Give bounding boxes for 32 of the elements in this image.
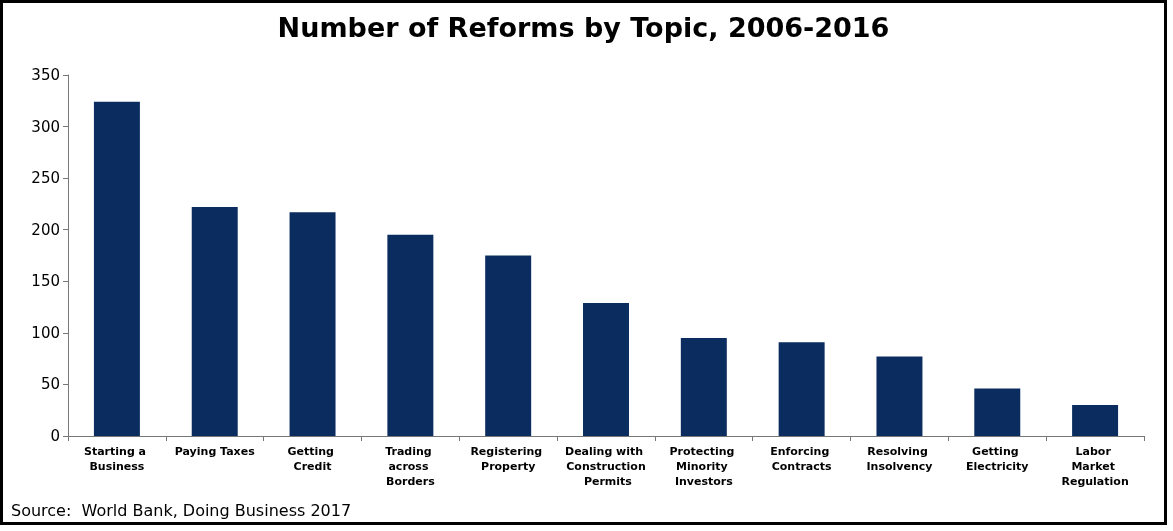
bar [876, 356, 923, 436]
x-tick-label: Paying Taxes [174, 445, 256, 458]
bar [974, 388, 1021, 436]
x-tick-label: Protecting Minority Investors [669, 445, 739, 488]
x-tick-label: Getting Credit [287, 445, 338, 473]
x-tick-label: Starting a Business [83, 445, 150, 473]
bar [1072, 405, 1119, 436]
x-tick-label: Labor Market Regulation [1061, 445, 1129, 488]
y-tick-label: 50 [40, 375, 60, 394]
x-tick-label: Trading across Borders [385, 445, 436, 488]
x-tick-label: Dealing with Construction Permits [565, 445, 647, 488]
chart-title: Number of Reforms by Topic, 2006-2016 [277, 12, 890, 43]
bar [485, 255, 532, 436]
bar [289, 212, 336, 436]
y-tick-label: 150 [31, 272, 60, 291]
bar [191, 207, 238, 436]
x-tick-label: Getting Electricity [966, 445, 1029, 473]
x-tick-label: Resolving Insolvency [866, 445, 933, 473]
x-tick-label: Enforcing Contracts [770, 445, 834, 473]
bar [93, 101, 140, 436]
y-tick-label: 350 [31, 66, 60, 84]
y-tick-label: 250 [31, 169, 60, 188]
y-tick-label: 200 [31, 220, 60, 239]
x-tick-label: Registering Property [470, 445, 546, 473]
y-tick-label: 0 [50, 427, 60, 445]
bar [778, 342, 825, 436]
source-note: Source: World Bank, Doing Business 2017 [11, 500, 352, 520]
bar [387, 234, 434, 436]
y-tick-label: 300 [31, 117, 60, 136]
y-tick-label: 100 [31, 323, 60, 342]
bar [680, 338, 727, 436]
bar [583, 302, 629, 436]
